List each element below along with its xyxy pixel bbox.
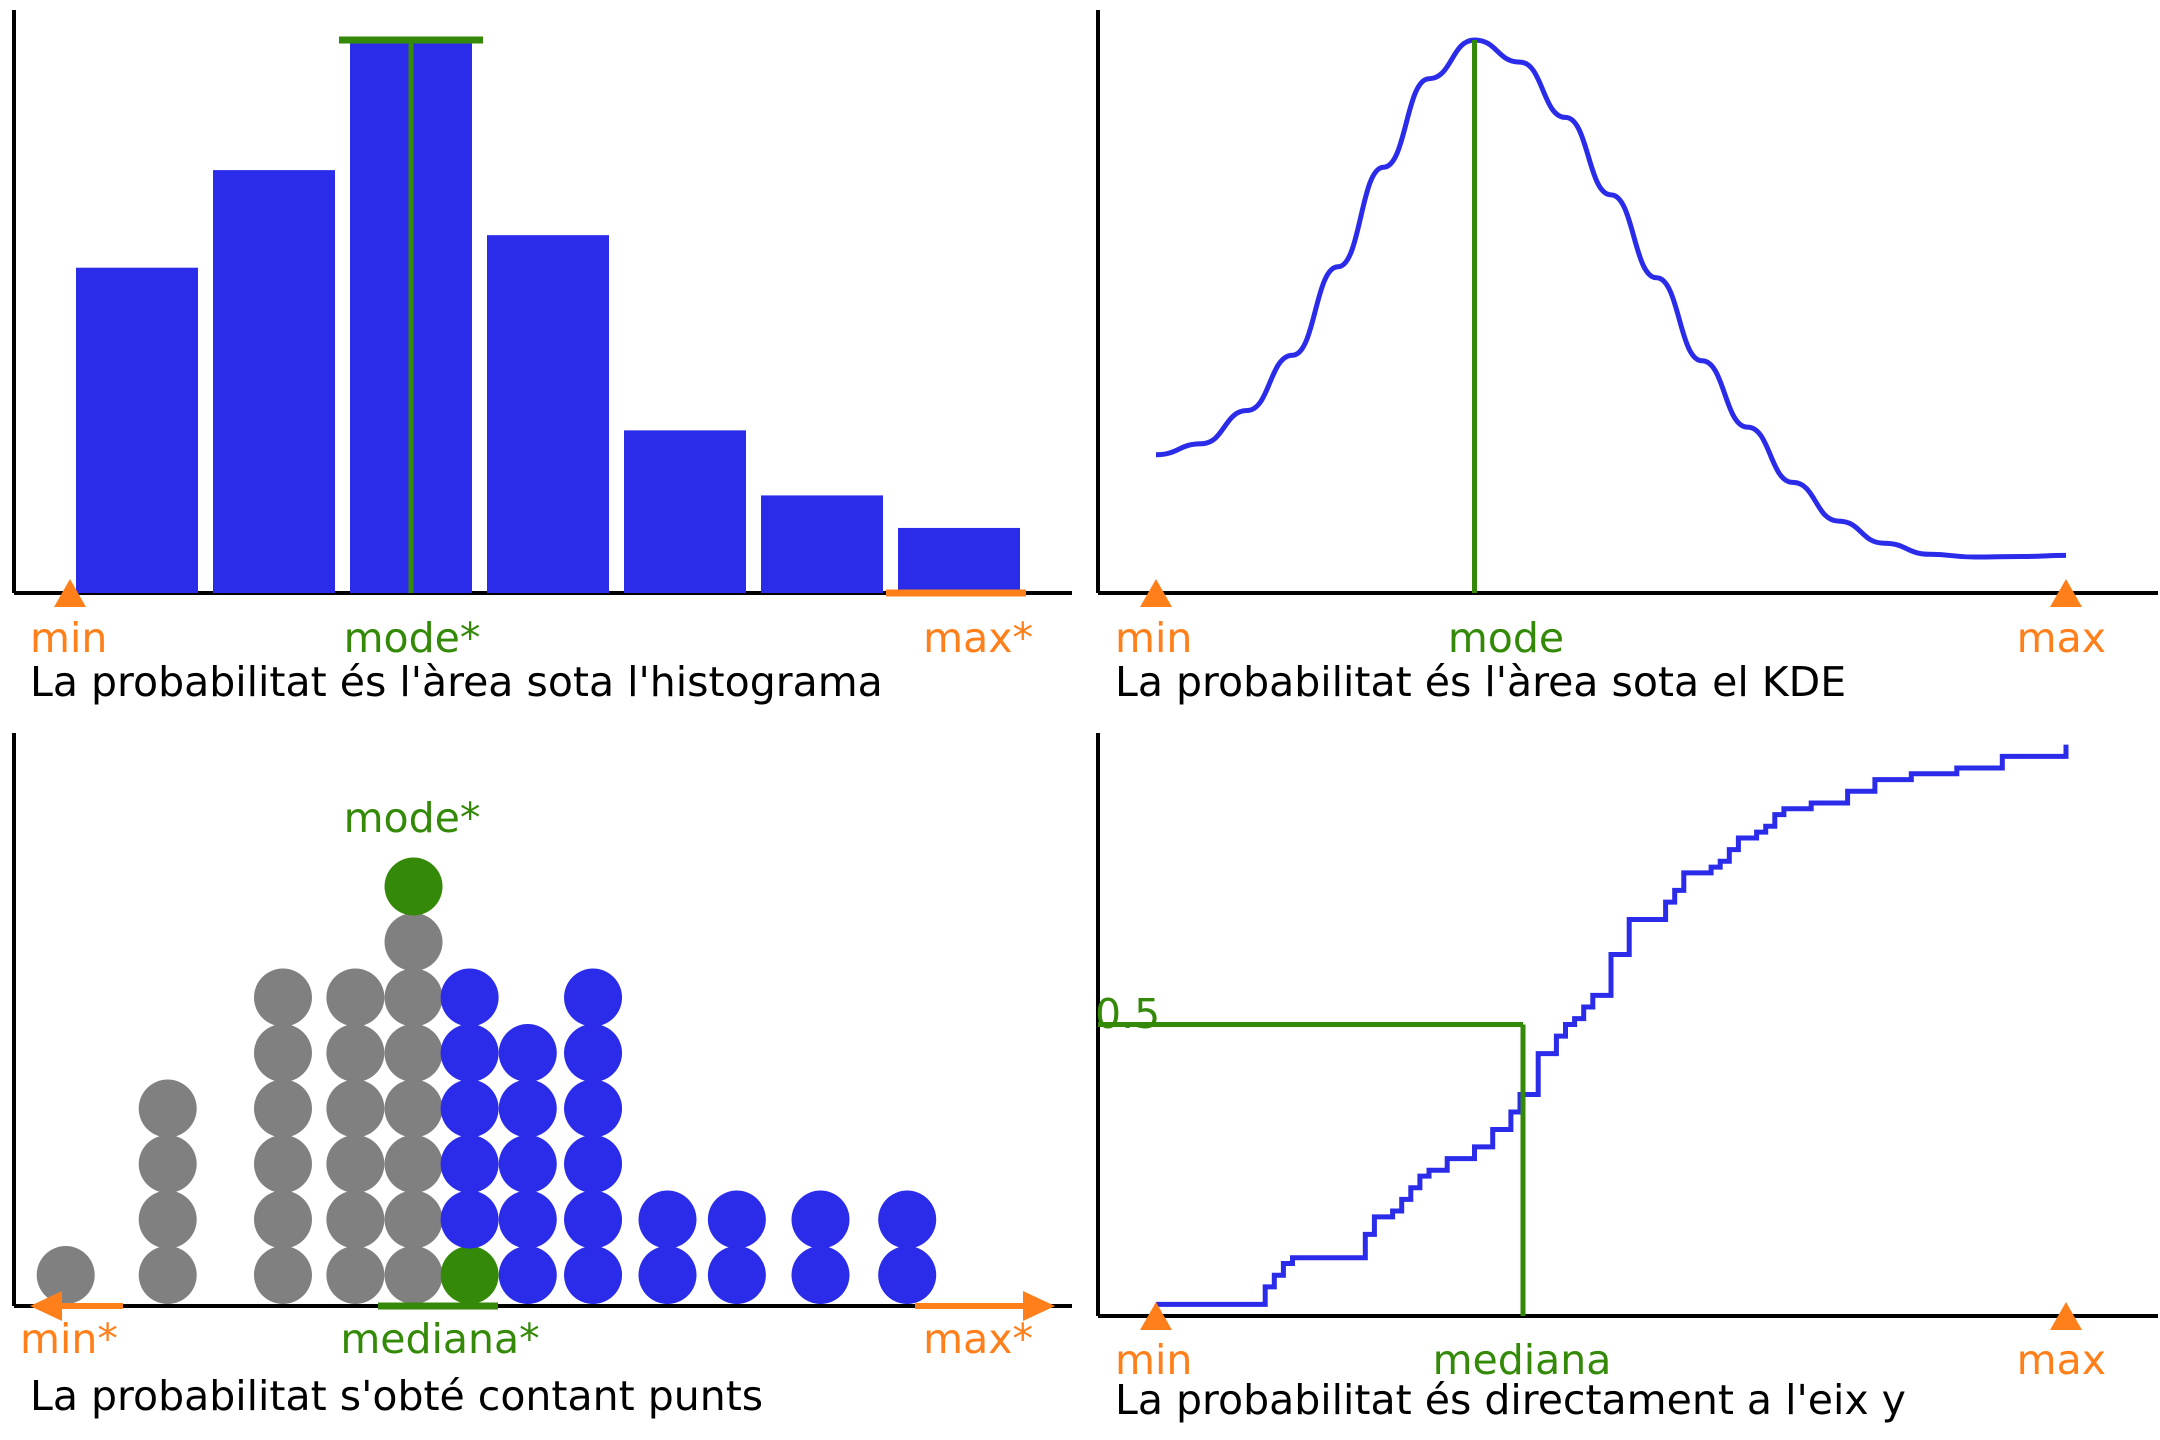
br-min-label: min <box>1115 1336 1192 1384</box>
tl-hist-bar <box>898 527 1020 593</box>
br-ecdf-step-line <box>1156 744 2069 1307</box>
bl-dot <box>878 1246 937 1304</box>
panel-ecdf <box>1096 733 2158 1330</box>
bl-dot <box>564 968 623 1027</box>
bl-caption: La probabilitat s'obté contant punts <box>30 1372 763 1420</box>
bl-dot <box>326 968 385 1027</box>
bl-dot <box>138 1135 197 1193</box>
bl-dot <box>384 1079 443 1138</box>
bl-dot <box>498 1190 557 1249</box>
tr-max-triangle <box>2050 579 2082 607</box>
bl-dot <box>440 1135 499 1193</box>
bl-dot <box>564 1190 623 1249</box>
tr-max-label: max <box>2017 614 2106 662</box>
bl-median-label: mediana* <box>340 1315 539 1363</box>
tr-caption: La probabilitat és l'àrea sota el KDE <box>1115 658 1846 706</box>
bl-dot <box>564 1246 623 1304</box>
bl-dot <box>384 1135 443 1193</box>
bl-dot-mode <box>384 857 443 916</box>
bl-dot <box>707 1246 766 1304</box>
bl-dot <box>384 913 443 971</box>
bl-dot <box>326 1135 385 1193</box>
bl-dot <box>253 1024 312 1082</box>
bl-min-label: min* <box>20 1315 118 1363</box>
tl-min-label: min <box>30 614 107 662</box>
bl-dot <box>384 1190 443 1249</box>
bl-dot <box>253 968 312 1027</box>
panel-dotplot <box>12 733 1072 1321</box>
bl-dot <box>638 1190 697 1249</box>
bl-dot <box>326 1190 385 1249</box>
tl-caption: La probabilitat és l'àrea sota l'histogr… <box>30 658 883 706</box>
bl-dot <box>878 1190 937 1249</box>
bl-max-arrow-head <box>1023 1291 1055 1321</box>
bl-dot <box>326 1024 385 1082</box>
bl-dot <box>440 1246 499 1304</box>
br-caption: La probabilitat és directament a l'eix y <box>1115 1376 1906 1424</box>
bl-dot <box>138 1079 197 1138</box>
bl-dot <box>384 968 443 1027</box>
tl-hist-bar <box>213 170 335 593</box>
tl-hist-bar <box>761 495 883 593</box>
bl-dot <box>498 1246 557 1304</box>
bl-dot <box>384 1246 443 1304</box>
bl-dot <box>384 1024 443 1082</box>
bl-dot <box>638 1246 697 1304</box>
bl-dot <box>440 1079 499 1138</box>
bl-dot <box>564 1079 623 1138</box>
br-max-label: max <box>2017 1336 2106 1384</box>
br-max-triangle <box>2050 1302 2082 1330</box>
tl-hist-bar <box>487 235 609 594</box>
tl-hist-bar <box>76 267 198 593</box>
br-half-label: 0.5 <box>1095 990 1160 1038</box>
br-min-triangle <box>1140 1302 1172 1330</box>
tr-kde-curve <box>1155 37 2067 560</box>
bl-dot <box>564 1024 623 1082</box>
bl-dot <box>138 1190 197 1249</box>
bl-dot <box>440 968 499 1027</box>
panel-histogram <box>12 10 1072 607</box>
bl-dot <box>253 1190 312 1249</box>
tl-mode-label: mode* <box>344 614 481 662</box>
bl-dot <box>253 1135 312 1193</box>
bl-dot <box>326 1079 385 1138</box>
tr-min-label: min <box>1115 614 1192 662</box>
tl-min-triangle <box>54 579 86 607</box>
bl-dot <box>498 1079 557 1138</box>
bl-dot <box>253 1246 312 1304</box>
bl-dot <box>564 1135 623 1193</box>
bl-dot <box>791 1190 850 1249</box>
bl-dot <box>791 1246 850 1304</box>
bl-dot <box>498 1024 557 1082</box>
bl-dot <box>36 1246 95 1304</box>
bl-dot <box>707 1190 766 1249</box>
panel-kde <box>1096 10 2158 607</box>
tr-min-triangle <box>1140 579 1172 607</box>
bl-max-label: max* <box>923 1315 1033 1363</box>
bl-dot <box>138 1246 197 1304</box>
tl-hist-bar <box>624 430 746 593</box>
bl-dot <box>498 1135 557 1193</box>
bl-dot <box>326 1246 385 1304</box>
bl-dot <box>440 1024 499 1082</box>
tl-max-label: max* <box>923 614 1033 662</box>
tr-mode-label: mode <box>1448 614 1564 662</box>
bl-min-arrow-head <box>30 1291 62 1321</box>
bl-dot <box>440 1190 499 1249</box>
bl-mode-label: mode* <box>344 794 481 842</box>
br-median-label: mediana <box>1433 1336 1612 1384</box>
bl-dot <box>253 1079 312 1138</box>
